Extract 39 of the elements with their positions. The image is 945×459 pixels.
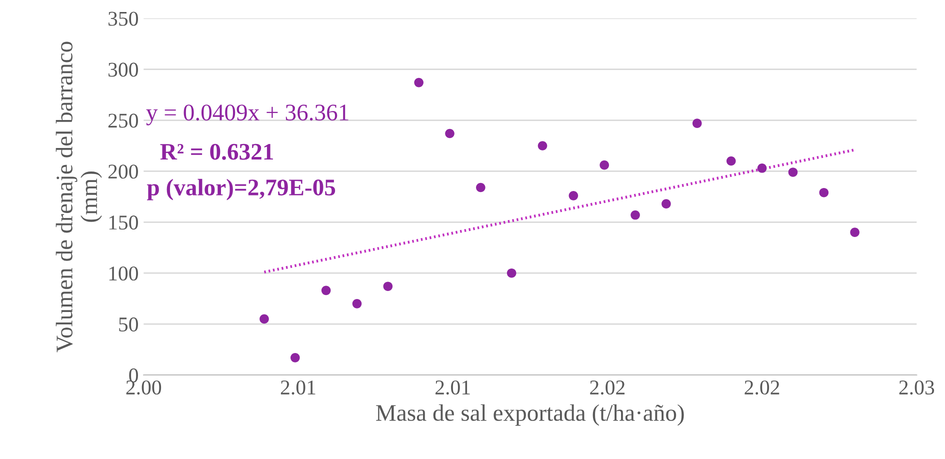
y-tick-label: 50	[119, 317, 138, 332]
point	[260, 314, 269, 324]
point	[568, 191, 578, 200]
point	[414, 78, 424, 88]
point	[290, 353, 300, 362]
point	[538, 141, 548, 150]
point	[692, 118, 702, 128]
x-tick-label: 2.01	[436, 380, 470, 395]
point	[757, 163, 767, 173]
x-axis-title: Masa de sal exportada (t/ha·año)	[376, 404, 684, 426]
point	[321, 286, 331, 296]
y-axis-title: Volumen de drenaje del barranco (mm)	[56, 42, 102, 352]
point	[850, 228, 860, 238]
y-tick-label: 250	[108, 114, 138, 128]
y-tick-label: 200	[108, 164, 138, 179]
y-tick-label: 350	[108, 12, 138, 26]
x-tick-label: 2.03	[899, 380, 934, 395]
y-tick-label: 0	[129, 368, 138, 382]
point	[506, 268, 516, 278]
point	[788, 168, 798, 177]
point	[445, 128, 454, 138]
y-tick-label: 150	[109, 216, 138, 230]
point	[726, 156, 736, 166]
point	[600, 160, 610, 170]
x-tick-label: 2.00	[126, 380, 162, 395]
annotation: y = 0.0409x + 36.361	[146, 104, 348, 126]
x-tick-label: 2.02	[590, 380, 625, 395]
point	[476, 182, 486, 192]
y-tick-label: 100	[109, 266, 138, 281]
point	[662, 199, 671, 208]
point	[352, 299, 362, 308]
point	[630, 210, 640, 220]
x-tick-label: 2.01	[280, 380, 316, 395]
annotation: R² = 0.6321	[160, 144, 273, 160]
x-tick-label: 2.02	[744, 380, 780, 395]
point	[819, 188, 829, 198]
annotation: p (valor)=2,79E-05	[147, 178, 336, 200]
y-tick-label: 300	[108, 62, 138, 77]
point	[383, 282, 393, 292]
